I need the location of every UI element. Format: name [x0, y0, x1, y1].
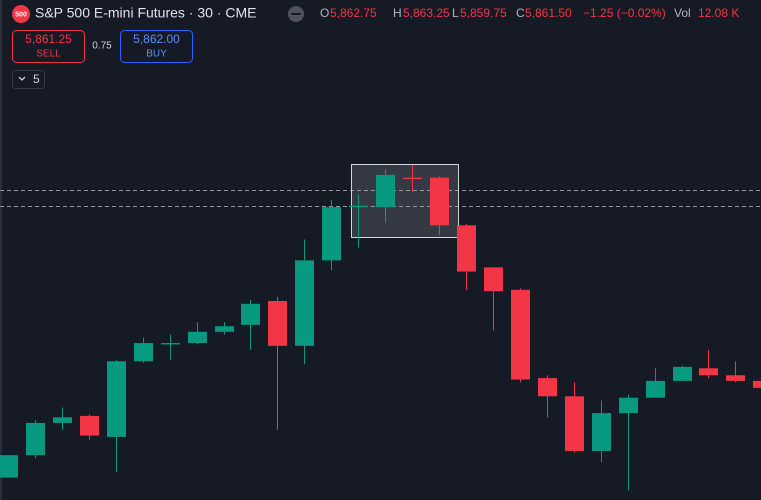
candle-body	[53, 417, 72, 423]
spread: 0.75	[92, 41, 112, 52]
candle-body	[619, 397, 638, 414]
ohlc-value: 5,863.25	[403, 6, 450, 20]
candle-body	[457, 225, 476, 272]
candle-body	[241, 303, 260, 325]
candle-body	[295, 260, 314, 346]
ohlc-value: 5,861.50	[525, 6, 572, 20]
change: −1.25 (−0.02%)	[583, 6, 666, 20]
candle-body	[726, 375, 745, 381]
candle-body	[699, 368, 718, 376]
volume-label: Vol	[674, 6, 691, 20]
candle-body	[26, 422, 45, 456]
ohlc-value: 5,859.75	[460, 6, 507, 20]
symbol-title[interactable]: S&P 500 E-mini Futures · 30 · CME	[35, 5, 256, 21]
ohlc-key: O	[320, 6, 329, 20]
candle-body	[753, 380, 761, 388]
candle-body	[268, 301, 287, 346]
candle-body	[188, 331, 207, 344]
candle-body	[107, 361, 126, 437]
badge-text: 500	[15, 11, 27, 18]
candle-body	[161, 343, 180, 345]
indicator-count: 5	[33, 72, 40, 86]
candle-body	[215, 326, 234, 332]
left-border	[0, 0, 2, 500]
candle-body	[376, 174, 395, 208]
candle-body	[430, 177, 449, 226]
hide-icon	[291, 13, 301, 15]
ohlc-key: H	[393, 6, 402, 20]
ohlc-key: C	[516, 6, 525, 20]
candle-body	[134, 343, 153, 362]
ohlc-value: 5,862.75	[330, 6, 377, 20]
ohlc-key: L	[452, 6, 459, 20]
candles	[0, 165, 761, 491]
symbol-badge[interactable]	[12, 5, 30, 23]
candle-body	[0, 455, 18, 478]
buy-label: BUY	[146, 49, 167, 60]
candle-body	[403, 177, 422, 180]
sell-button[interactable]	[12, 30, 85, 63]
sell-label: SELL	[36, 49, 61, 60]
candle-body	[646, 380, 665, 398]
buy-button[interactable]	[120, 30, 193, 63]
candle-body	[511, 289, 530, 380]
sell-price: 5,861.25	[25, 32, 72, 46]
indicator-toggle[interactable]	[12, 70, 45, 89]
buy-price: 5,862.00	[133, 32, 180, 46]
candle-body	[673, 366, 692, 381]
volume: 12.08 K	[698, 6, 739, 20]
candle-body	[322, 207, 341, 261]
candle-body	[484, 267, 503, 292]
candle-body	[80, 415, 99, 436]
candle-body	[565, 396, 584, 451]
chevron-icon	[18, 76, 26, 81]
candle-body	[592, 413, 611, 451]
candle-body	[349, 205, 368, 208]
candle-body	[538, 378, 557, 397]
